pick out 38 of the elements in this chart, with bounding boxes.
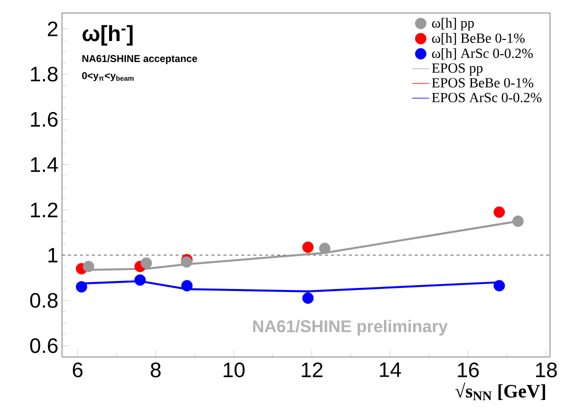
y-tick-label: 1.2 (30, 202, 58, 218)
y-tick-label: 1.4 (30, 157, 58, 172)
x-tick-label: 8 (150, 362, 161, 378)
point (512, 216, 524, 227)
y-tick-label: 0.6 (30, 338, 58, 354)
y-tick-label: 1 (48, 248, 58, 262)
point (140, 257, 152, 269)
x-tick-label: 16 (458, 362, 479, 378)
text: ω[h$^{-}$] (82, 25, 133, 46)
point (319, 242, 330, 254)
annotation: NA61/SHINE acceptance (82, 54, 198, 64)
x-tick-label: 18 (536, 362, 557, 378)
legend-label: ω[h] ArSc 0-0.2% (432, 48, 533, 60)
y-tick-label: 1.8 (30, 66, 58, 82)
y-tick-label: 0.8 (30, 293, 58, 308)
point (302, 242, 314, 253)
legend-label: ω[h] pp (432, 18, 474, 31)
point (134, 274, 146, 286)
annotation: 0<y$_{π}$<y$_{beam}$ (82, 72, 134, 82)
x-axis-title: √s$_{NN}$ [GeV] (455, 382, 546, 400)
y-tick-label: 2 (48, 22, 58, 36)
x-tick-label: 6 (72, 362, 83, 378)
legend-label: EPOS BeBe 0-1% (432, 78, 534, 88)
x-tick-label: 12 (302, 362, 322, 378)
legend-label: EPOS pp (432, 63, 483, 76)
point (76, 281, 88, 293)
legend-label: ω[h] BeBe 0-1% (432, 33, 525, 45)
point (181, 280, 193, 292)
legend-label: EPOS ArSc 0-0.2% (432, 92, 542, 102)
x-tick-label: 14 (380, 362, 401, 377)
point (302, 292, 314, 304)
point (180, 256, 192, 268)
point (494, 206, 505, 218)
x-tick-label: 10 (224, 362, 245, 378)
point (82, 260, 94, 272)
point (494, 280, 505, 292)
annotation: NA61/SHINE preliminary (253, 320, 448, 336)
y-tick-label: 1.6 (30, 112, 58, 127)
